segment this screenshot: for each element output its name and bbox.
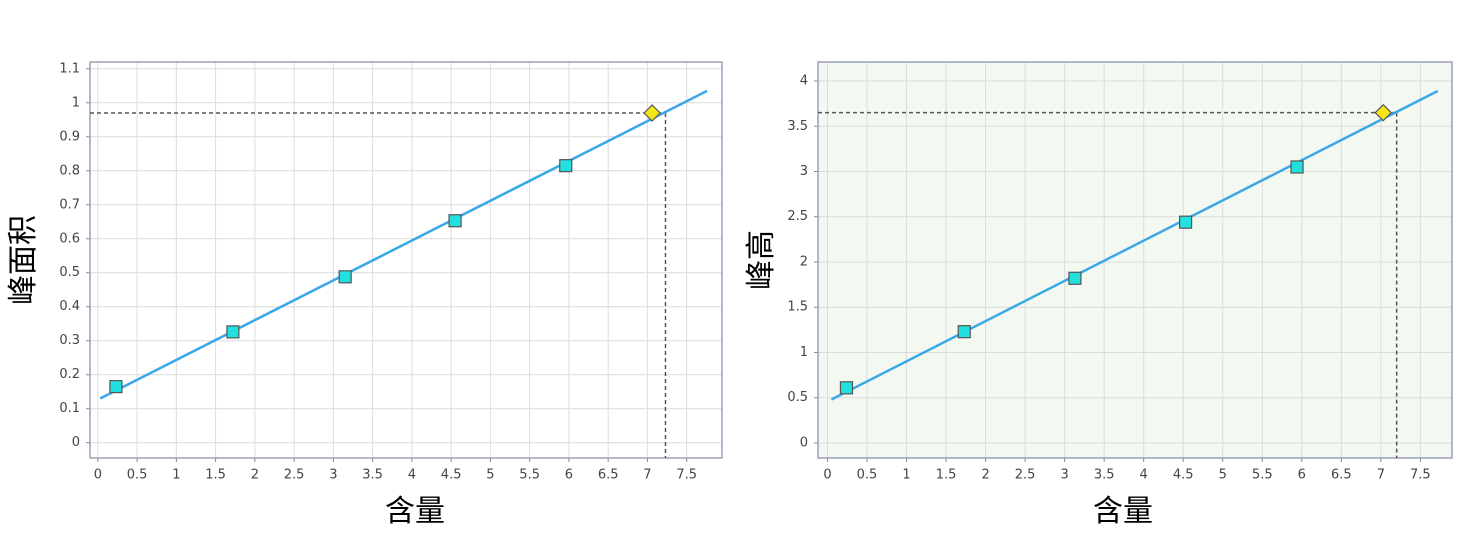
x-tick-label: 6 [1298, 468, 1306, 483]
chart: 0 0.5 1 1.5 2 2.5 3 3.5 4 4.5 5 5.5 6 6.5 7 7.5 0 0.5 1 1.5… [744, 61, 1453, 529]
x-tick-label: 1.5 [205, 468, 226, 483]
y-tick-label: 1 [800, 345, 808, 360]
x-tick-label: 3.5 [362, 468, 383, 483]
y-tick-label: 0.2 [59, 367, 80, 382]
x-tick-label: 7 [1377, 468, 1385, 483]
point [839, 381, 854, 395]
point [643, 104, 661, 122]
fit-line [830, 89, 1439, 401]
x-axis-title: 含量 [1093, 494, 1153, 529]
x-tick-label: 2 [251, 468, 259, 483]
x-tick-label: 5 [1219, 468, 1227, 483]
x-tick-label: 5.5 [1252, 468, 1273, 483]
plot-area [90, 62, 722, 458]
x-tick-label: 1 [902, 468, 910, 483]
point [109, 380, 123, 394]
point [1068, 271, 1082, 285]
y-tick-label: 3.5 [787, 119, 808, 134]
y-tick-label: 0.6 [59, 231, 80, 246]
x-tick-label: 6.5 [598, 468, 619, 483]
x-tick-label: 4.5 [1173, 468, 1194, 483]
x-tick-label: 3 [329, 468, 337, 483]
y-tick-label: 1.1 [59, 61, 80, 76]
x-tick-label: 2.5 [1015, 468, 1036, 483]
y-tick-label: 0.9 [59, 129, 80, 144]
point [559, 159, 573, 173]
y-tick-label: 0.4 [59, 299, 80, 314]
y-tick-label: 1.5 [787, 300, 808, 315]
y-axis-title: 峰面积 [6, 215, 41, 305]
x-tick-label: 4.5 [441, 468, 462, 483]
x-tick-label: 7 [643, 468, 651, 483]
y-axis-title: 峰高 [744, 230, 779, 290]
x-tick-label: 5 [486, 468, 494, 483]
x-tick-label: 0 [94, 468, 102, 483]
y-tick-label: 0.1 [59, 401, 80, 416]
point [957, 325, 971, 339]
x-tick-label: 1.5 [936, 468, 957, 483]
x-tick-label: 4 [408, 468, 416, 483]
x-tick-label: 0.5 [857, 468, 878, 483]
plot-frame [817, 61, 1453, 459]
y-tick-label: 0.5 [59, 265, 80, 280]
y-tick-label: 0.8 [59, 163, 80, 178]
point [338, 270, 352, 284]
point [448, 214, 462, 228]
x-tick-label: 2.5 [284, 468, 305, 483]
chart: 0 0.5 1 1.5 2 2.5 3 3.5 4 4.5 5 5.5 6 6.5 7 7.5 0 0.1 0.2 0… [6, 61, 723, 529]
x-tick-label: 6 [565, 468, 573, 483]
y-tick-label: 0.3 [59, 333, 80, 348]
y-tick-label: 2.5 [787, 209, 808, 224]
plot-frame [89, 61, 723, 459]
x-tick-label: 7.5 [676, 468, 697, 483]
y-tick-label: 0.7 [59, 197, 80, 212]
x-tick-label: 5.5 [519, 468, 540, 483]
plot-area [818, 62, 1452, 458]
x-tick-label: 2 [981, 468, 989, 483]
x-tick-label: 4 [1140, 468, 1148, 483]
x-tick-label: 3 [1061, 468, 1069, 483]
x-tick-label: 0.5 [127, 468, 148, 483]
point [226, 325, 240, 339]
y-tick-label: 2 [800, 254, 808, 269]
y-tick-label: 0.5 [787, 390, 808, 405]
y-tick-label: 1 [72, 95, 80, 110]
point [1290, 160, 1304, 174]
point [1374, 103, 1393, 122]
x-tick-label: 0 [823, 468, 831, 483]
x-tick-label: 7.5 [1410, 468, 1431, 483]
point [1178, 215, 1193, 229]
fit-line [99, 89, 708, 400]
y-tick-label: 0 [800, 435, 808, 450]
x-axis-title: 含量 [385, 494, 445, 529]
x-tick-label: 6.5 [1331, 468, 1352, 483]
y-tick-label: 0 [72, 435, 80, 450]
y-tick-label: 3 [800, 164, 808, 179]
y-tick-label: 4 [800, 74, 808, 89]
x-tick-label: 3.5 [1094, 468, 1115, 483]
x-tick-label: 1 [172, 468, 180, 483]
